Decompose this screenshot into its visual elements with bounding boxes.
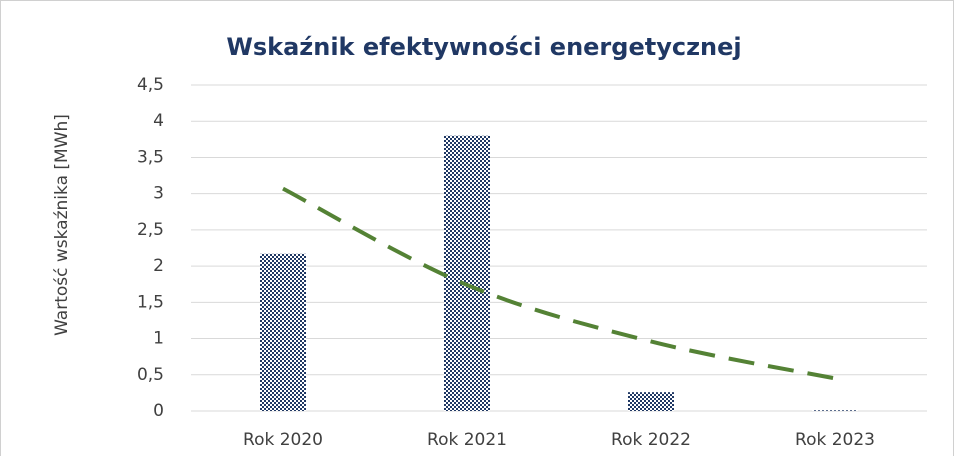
y-axis-label: Wartość wskaźnika [MWh] — [52, 114, 72, 336]
y-tick-label: 3 — [153, 184, 164, 204]
x-tick-label: Rok 2021 — [427, 430, 507, 450]
y-tick-label: 4,5 — [137, 75, 164, 95]
x-tick-label: Rok 2023 — [795, 430, 875, 450]
y-tick-label: 1 — [153, 329, 164, 349]
x-tick-label: Rok 2020 — [243, 430, 323, 450]
y-tick-label: 4 — [153, 111, 164, 131]
y-tick-label: 0 — [153, 401, 164, 421]
chart-title: Wskaźnik efektywności energetycznej — [226, 33, 741, 61]
trend-line — [282, 186, 836, 381]
x-tick-label: Rok 2022 — [611, 430, 691, 450]
y-tick-label: 0,5 — [137, 365, 164, 385]
bar — [260, 253, 306, 411]
y-tick-label: 3,5 — [137, 147, 164, 167]
y-tick-label: 1,5 — [137, 292, 164, 312]
y-tick-label: 2 — [153, 256, 164, 276]
bar — [812, 410, 858, 411]
bar — [444, 135, 490, 411]
y-tick-label: 2,5 — [137, 220, 164, 240]
bar — [628, 392, 674, 411]
